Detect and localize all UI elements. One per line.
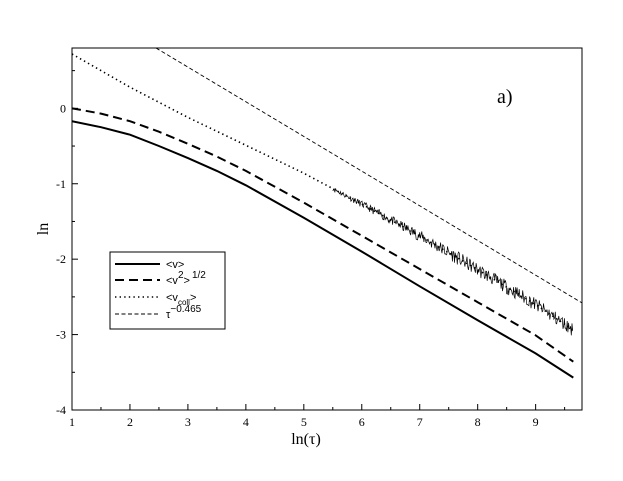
series-4	[155, 48, 582, 304]
y-tick-label: -3	[56, 328, 66, 342]
series-2	[72, 107, 574, 363]
series-noise	[332, 188, 574, 336]
legend-label: <v>	[166, 259, 184, 271]
series-line	[72, 107, 574, 363]
series-3	[72, 53, 574, 336]
y-axis-label: ln	[35, 223, 52, 235]
series-line	[72, 120, 574, 379]
x-tick-label: 3	[185, 415, 191, 429]
x-tick-label: 7	[417, 415, 423, 429]
y-tick-label: -2	[56, 252, 66, 266]
x-tick-label: 8	[475, 415, 481, 429]
legend-label: <v2> 1/2	[166, 270, 206, 287]
x-tick-label: 5	[301, 415, 307, 429]
x-tick-label: 6	[359, 415, 365, 429]
panel-label: a)	[497, 86, 513, 108]
legend-label: <vcoll>	[166, 292, 196, 307]
series-line	[155, 48, 582, 304]
legend: <v><v2> 1/2 <vcoll>τ−0.465	[109, 251, 226, 330]
x-tick-label: 9	[533, 415, 539, 429]
plot-frame	[71, 47, 583, 411]
x-tick-label: 1	[69, 415, 75, 429]
series-line	[72, 53, 574, 331]
x-axis-label: ln(τ)	[291, 431, 321, 448]
y-tick-label: -1	[56, 177, 66, 191]
series-1	[72, 120, 574, 379]
legend-label: τ−0.465	[166, 304, 202, 321]
y-tick-label: 0	[60, 101, 66, 115]
y-tick-label: -4	[56, 403, 66, 417]
x-tick-label: 2	[127, 415, 133, 429]
x-tick-label: 4	[243, 415, 249, 429]
